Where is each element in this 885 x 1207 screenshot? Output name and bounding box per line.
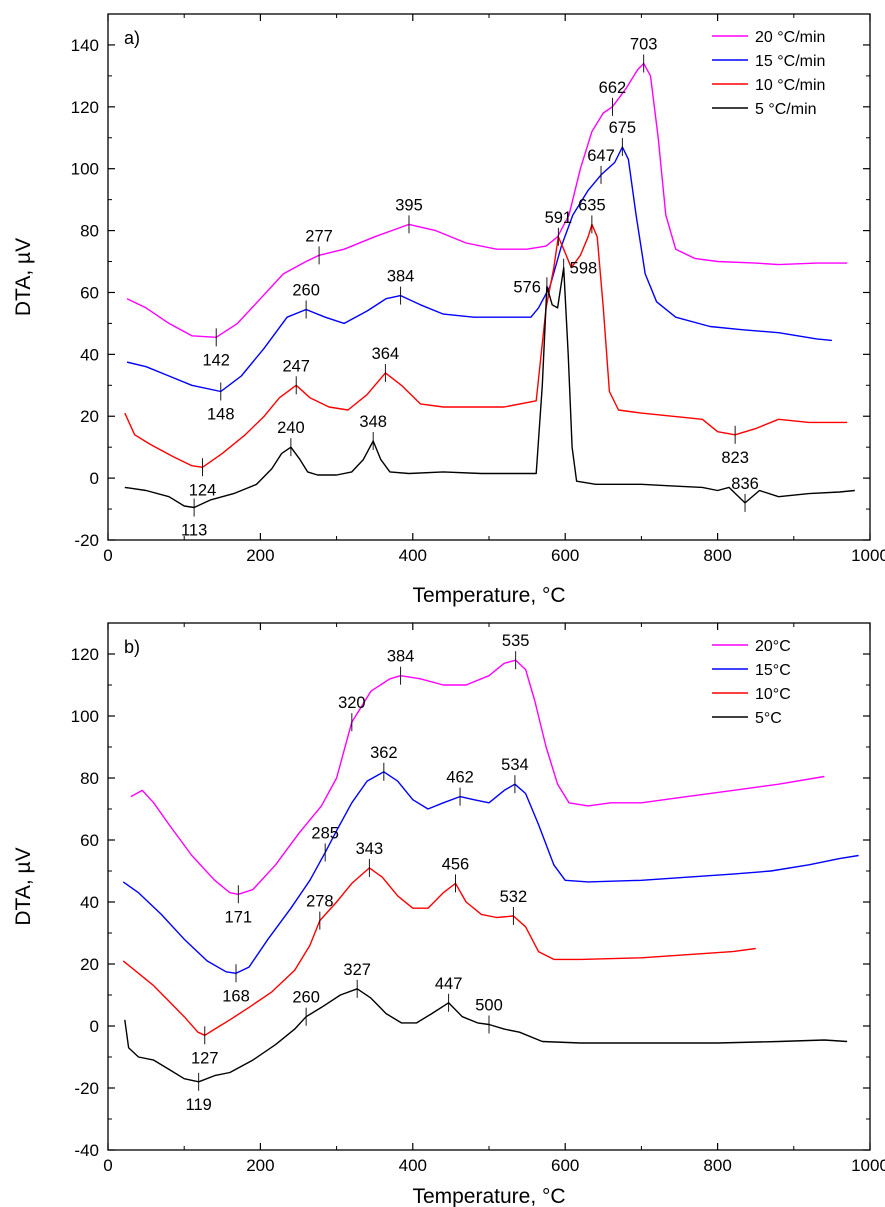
series-line-3	[124, 267, 855, 509]
peak-label: 124	[189, 481, 217, 499]
x-tick-label: 400	[399, 1156, 427, 1175]
peak-label: 171	[225, 908, 253, 926]
peak-label: 456	[442, 855, 470, 873]
peak-label: 836	[731, 475, 759, 493]
peak-label: 534	[501, 756, 529, 774]
legend-label: 20°C	[755, 638, 791, 655]
y-tick-label: -40	[74, 1141, 99, 1160]
peak-label: 320	[338, 694, 366, 712]
peak-label: 384	[387, 648, 415, 666]
peak-label: 598	[570, 260, 598, 278]
peak-label: 462	[446, 769, 474, 787]
y-axis-title: DTA, µV	[12, 847, 35, 925]
panel-b-chart: 0 200 400 600 800 1000 -40 -20 0 20 40 60 80 100 120 Te…	[12, 622, 885, 1207]
y-tick-label: 0	[90, 469, 99, 488]
peak-label: 278	[306, 893, 334, 911]
x-axis-title: Temperature, °C	[412, 1185, 565, 1207]
x-tick-label: 0	[103, 1156, 112, 1175]
peak-label: 675	[609, 119, 637, 137]
y-tick-label: 100	[71, 160, 99, 179]
series-line-3	[124, 988, 848, 1083]
x-axis-title: Temperature, °C	[412, 584, 565, 607]
peak-label: 535	[502, 632, 530, 650]
y-tick-label: 80	[80, 769, 99, 788]
peak-label: 113	[181, 522, 207, 540]
series-line-1	[126, 146, 832, 393]
peak-label: 647	[587, 147, 615, 165]
legend-label: 15 °C/min	[755, 53, 825, 70]
series-line-0	[130, 659, 825, 895]
peak-label: 168	[222, 987, 250, 1005]
peak-label: 247	[282, 357, 310, 375]
series-line-0	[126, 62, 848, 338]
peak-label: 348	[359, 413, 387, 431]
panel-a-chart: 0 200 400 600 800 1000-20020406080100120140Te…	[12, 13, 885, 607]
y-tick-label: 20	[80, 955, 99, 974]
peak-label: 447	[435, 975, 463, 993]
series-line-2	[124, 223, 848, 468]
peak-label: 327	[343, 961, 371, 979]
y-tick-label: 140	[71, 36, 99, 55]
x-tick-label: 400	[399, 546, 427, 565]
x-tick-label: 1000	[851, 546, 885, 565]
peak-label: 260	[292, 281, 320, 299]
x-tick-label: 800	[703, 1156, 731, 1175]
x-tick-label: 600	[551, 1156, 579, 1175]
peak-label: 532	[500, 888, 528, 906]
legend-label: 5 °C/min	[755, 101, 817, 118]
peak-label: 635	[578, 196, 606, 214]
panel-label: a)	[124, 28, 140, 48]
peak-label: 395	[395, 196, 423, 214]
peak-label: 500	[475, 996, 503, 1014]
peak-label: 703	[630, 36, 658, 54]
legend-label: 10 °C/min	[755, 77, 825, 94]
peak-label: 362	[370, 744, 398, 762]
peak-label: 285	[311, 824, 339, 842]
x-tick-label: 200	[246, 1156, 274, 1175]
y-tick-label: 20	[80, 407, 99, 426]
x-tick-label: 200	[246, 546, 274, 565]
y-tick-label: 40	[80, 893, 99, 912]
peak-label: 591	[545, 209, 573, 227]
peak-label: 343	[356, 840, 384, 858]
peak-label: 384	[387, 268, 415, 286]
peak-label: 148	[207, 405, 235, 423]
y-tick-label: -20	[74, 531, 99, 550]
x-tick-label: 800	[703, 546, 731, 565]
y-tick-label: 40	[80, 345, 99, 364]
legend-label: 5°C	[755, 710, 782, 727]
y-tick-label: 60	[80, 831, 99, 850]
x-tick-label: 600	[551, 546, 579, 565]
legend-label: 15°C	[755, 662, 791, 679]
panel-label: b)	[124, 637, 140, 657]
y-tick-label: 120	[71, 645, 99, 664]
y-tick-label: 100	[71, 707, 99, 726]
y-tick-label: 60	[80, 283, 99, 302]
peak-label: 260	[292, 989, 320, 1007]
legend-label: 10°C	[755, 686, 791, 703]
series-line-1	[122, 771, 859, 974]
peak-label: 119	[186, 1096, 212, 1114]
legend-label: 20 °C/min	[755, 29, 825, 46]
peak-label: 662	[599, 79, 627, 97]
peak-label: 127	[191, 1049, 219, 1067]
x-tick-label: 1000	[851, 1156, 885, 1175]
y-tick-label: 80	[80, 222, 99, 241]
y-axis-title: DTA, µV	[12, 238, 35, 316]
peak-label: 823	[721, 449, 749, 467]
peak-label: 277	[305, 227, 333, 245]
y-tick-label: 0	[90, 1017, 99, 1036]
y-tick-label: -20	[74, 1079, 99, 1098]
peak-label: 240	[277, 419, 305, 437]
peak-label: 576	[513, 278, 541, 296]
y-tick-label: 120	[71, 98, 99, 117]
peak-label: 364	[372, 345, 400, 363]
series-line-2	[122, 867, 756, 1036]
x-tick-label: 0	[103, 546, 112, 565]
peak-label: 142	[202, 351, 230, 369]
